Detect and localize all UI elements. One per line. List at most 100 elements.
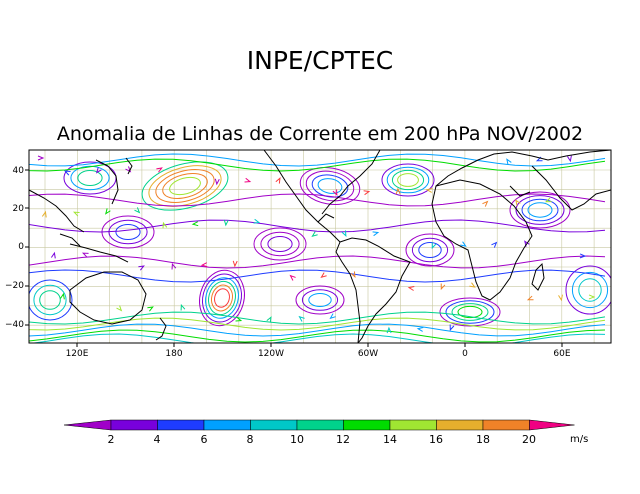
streamline-loop [521, 198, 559, 222]
asia-pacific-outline [29, 157, 133, 263]
streamline-arrow [162, 221, 168, 229]
lon-axis-labels: 120E 180 120W 60W 0 60E [66, 349, 571, 359]
streamline-arrow [156, 167, 163, 173]
streamline-arrow [63, 170, 71, 176]
lon-label-180: 180 [165, 349, 182, 359]
streamline-loop [115, 224, 141, 240]
streamline-arrow [81, 252, 89, 258]
streamline-band [29, 158, 606, 172]
streamline-arrow [138, 265, 145, 271]
streamline-arrow [506, 158, 512, 165]
map-background [29, 150, 611, 343]
colorbar-over-triangle [529, 419, 575, 431]
lon-label-0: 0 [462, 349, 468, 359]
streamline-arrow [232, 260, 238, 268]
streamline-arrow [372, 231, 380, 237]
colorbar-box [343, 419, 391, 431]
streamline-arrow [544, 197, 552, 203]
streamline-arrow [526, 295, 534, 301]
streamline-loop [148, 165, 222, 207]
lat-axis-labels: 40 20 0 −20 −40 [5, 166, 24, 330]
streamline-arrow [469, 282, 476, 288]
lon-label-60w: 60W [358, 349, 378, 359]
streamline-loop [397, 173, 419, 187]
streamline-loop [301, 289, 339, 311]
streamline-arrow [482, 200, 489, 207]
streamline-loop [70, 165, 110, 191]
streamline-loop [199, 269, 245, 327]
streamline-arrow [244, 177, 252, 183]
streamline-loop [141, 161, 229, 211]
madagascar-outline [531, 262, 545, 291]
colorbar-boxes [63, 419, 575, 431]
streamline-loop [210, 284, 234, 312]
north-america-outline [263, 150, 381, 243]
streamline-loop [29, 279, 73, 321]
africa-outline [431, 179, 533, 301]
streamline-arrow [363, 190, 371, 196]
streamline-arrow [253, 218, 261, 224]
streamline-loop [202, 273, 242, 323]
streamline-arrow [329, 313, 336, 320]
lon-label-120e: 120E [66, 349, 89, 359]
streamline-arrow [41, 210, 47, 218]
streamline-arrow [515, 199, 521, 206]
streamline-arrow [95, 167, 102, 174]
colorbar-box [389, 419, 437, 431]
org-title: INPE/CPTEC [247, 46, 393, 75]
cb-label-18: 18 [476, 433, 490, 446]
streamline-loop [162, 172, 208, 200]
streamline-loop [214, 288, 230, 308]
streamline-loop [457, 305, 483, 319]
streamline-band [29, 193, 606, 207]
lat-label-20n: 20 [13, 204, 25, 214]
streamlines [29, 153, 611, 343]
streamline-loop [305, 170, 355, 202]
streamline-arrow [214, 178, 220, 186]
streamline-arrow [311, 231, 318, 238]
lat-label-40s: −40 [5, 320, 24, 330]
continent-outlines [29, 150, 611, 343]
streamline-loop [578, 278, 602, 302]
streamline-arrow [395, 187, 401, 195]
colorbar-box [482, 419, 530, 431]
streamline-loop [411, 237, 449, 263]
colorbar-box [296, 419, 344, 431]
lon-label-60e: 60E [553, 349, 570, 359]
streamline-loop [253, 227, 307, 261]
cb-label-2: 2 [108, 433, 115, 446]
streamline-loop [381, 163, 435, 197]
streamline-loop [391, 169, 425, 191]
south-america-outline [335, 237, 411, 343]
eurasia-outline [435, 150, 611, 211]
streamline-arrow [567, 155, 572, 163]
streamline-loop [515, 195, 565, 225]
streamline-band [29, 269, 606, 283]
streamline-arrow [298, 315, 305, 322]
streamline-arrow [407, 286, 415, 291]
streamline-arrow [60, 292, 65, 300]
cb-label-6: 6 [201, 433, 208, 446]
streamline-loop [169, 176, 201, 196]
colorbar-units: m/s [570, 434, 588, 445]
streamline-loop [418, 242, 442, 258]
streamline-band [29, 255, 606, 269]
cb-label-16: 16 [429, 433, 443, 446]
streamline-arrow [105, 208, 111, 215]
colorbar-box [203, 419, 251, 431]
streamline-arrow [223, 219, 229, 227]
streamline-loop [267, 236, 293, 252]
streamline-loop [317, 178, 343, 194]
streamline-arrow [134, 207, 141, 214]
streamline-arrow [180, 303, 186, 311]
streamline-loop [509, 191, 571, 229]
streamline-loop [386, 166, 430, 194]
streamline-arrow [147, 306, 154, 312]
streamline-arrow [116, 305, 123, 312]
streamline-band [29, 153, 606, 167]
streamline-loop [527, 202, 553, 218]
cb-label-4: 4 [154, 433, 161, 446]
streamline-arrow [386, 326, 392, 334]
lon-label-120w: 120W [258, 349, 284, 359]
